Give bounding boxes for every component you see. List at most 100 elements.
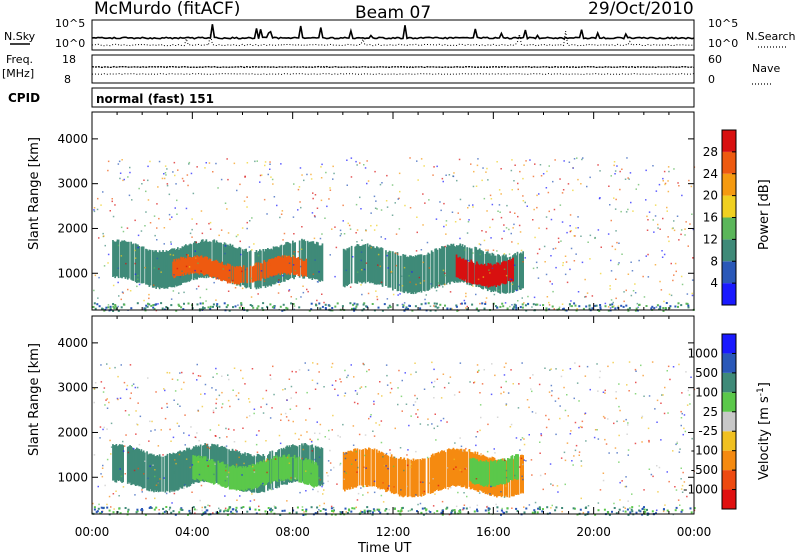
- scatter-echo: [614, 170, 617, 172]
- echo-cell: [465, 451, 467, 489]
- scatter-echo: [352, 256, 354, 258]
- ground-echo: [264, 510, 267, 513]
- scatter-echo: [547, 191, 550, 194]
- scatter-echo: [349, 228, 352, 230]
- scatter-echo: [253, 469, 255, 471]
- scatter-echo: [235, 284, 238, 286]
- ground-echo: [595, 304, 598, 307]
- ground-echo: [153, 308, 156, 310]
- ground-echo: [180, 508, 183, 511]
- echo-cell: [342, 451, 345, 490]
- scatter-echo: [170, 440, 172, 442]
- echo-cell: [516, 251, 519, 291]
- ground-echo: [188, 509, 191, 512]
- scatter-echo: [439, 201, 441, 203]
- scatter-echo: [502, 511, 504, 513]
- scatter-echo: [617, 263, 620, 266]
- scatter-echo: [118, 295, 120, 297]
- echo-cell: [316, 465, 319, 487]
- scatter-echo: [211, 274, 213, 277]
- ground-echo: [481, 302, 484, 305]
- cpid-panel: CPID normal (fast) 151: [8, 87, 695, 108]
- ground-echo: [458, 510, 461, 513]
- scatter-echo: [208, 245, 210, 248]
- scatter-echo: [514, 164, 516, 166]
- scatter-echo: [678, 363, 680, 366]
- scatter-echo: [288, 273, 291, 275]
- ground-echo: [622, 305, 625, 308]
- echo-cell: [132, 448, 135, 485]
- scatter-echo: [155, 484, 158, 486]
- ground-echo: [659, 307, 662, 310]
- scatter-echo: [481, 179, 483, 182]
- scatter-echo: [254, 263, 256, 265]
- scatter-echo: [668, 293, 671, 296]
- scatter-echo: [212, 409, 215, 412]
- scatter-echo: [259, 181, 261, 183]
- echo-cell: [211, 261, 213, 278]
- scatter-echo: [625, 418, 627, 421]
- echo-cell: [141, 246, 144, 284]
- ground-echo: [445, 507, 448, 510]
- scatter-echo: [476, 431, 479, 433]
- echo-cell: [128, 446, 130, 484]
- ground-echo: [215, 512, 218, 514]
- scatter-echo: [101, 475, 104, 478]
- scatter-echo: [551, 283, 553, 285]
- scatter-echo: [436, 425, 439, 427]
- scatter-echo: [189, 232, 192, 235]
- ground-echo: [231, 508, 234, 511]
- echo-cell: [259, 249, 261, 287]
- echo-cell: [278, 255, 280, 273]
- scatter-echo: [510, 423, 513, 426]
- scatter-echo: [383, 464, 386, 467]
- scatter-echo: [237, 398, 240, 401]
- echo-cell: [366, 449, 369, 487]
- scatter-echo: [426, 241, 429, 244]
- scatter-echo: [239, 240, 241, 243]
- scatter-echo: [179, 276, 181, 278]
- echo-cell: [493, 460, 495, 487]
- scatter-echo: [120, 364, 122, 366]
- scatter-echo: [505, 403, 508, 405]
- ground-echo: [123, 303, 126, 306]
- scatter-echo: [115, 490, 117, 492]
- scatter-echo: [586, 185, 588, 188]
- ground-echo: [136, 510, 139, 513]
- scatter-echo: [251, 493, 253, 495]
- scatter-echo: [642, 374, 644, 377]
- scatter-echo: [574, 449, 577, 452]
- echo-cell: [471, 457, 474, 484]
- scatter-echo: [228, 269, 231, 272]
- echo-cell: [366, 243, 369, 283]
- echo-cell: [265, 249, 268, 286]
- scatter-echo: [503, 374, 506, 376]
- scatter-echo: [681, 283, 684, 286]
- scatter-echo: [562, 262, 564, 264]
- ground-echo: [381, 309, 384, 312]
- scatter-echo: [197, 285, 200, 288]
- scatter-echo: [513, 264, 516, 266]
- echo-cell: [454, 449, 457, 487]
- scatter-echo: [377, 253, 380, 256]
- scatter-echo: [426, 456, 429, 459]
- scatter-echo: [691, 213, 693, 215]
- y-tick-label: 4000: [57, 336, 88, 350]
- colorbar-segment: [722, 372, 736, 393]
- echo-cell: [250, 466, 253, 490]
- ground-echo: [615, 512, 618, 515]
- scatter-echo: [367, 491, 369, 494]
- echo-cell: [277, 256, 279, 274]
- scatter-echo: [196, 379, 198, 381]
- scatter-echo: [428, 510, 430, 512]
- scatter-echo: [679, 448, 681, 450]
- scatter-echo: [319, 237, 322, 240]
- echo-cell: [478, 265, 480, 285]
- scatter-echo: [528, 504, 531, 506]
- ground-echo: [97, 507, 100, 510]
- echo-cell: [185, 451, 187, 486]
- scatter-echo: [550, 255, 552, 257]
- ground-echo: [274, 507, 277, 509]
- echo-cell: [285, 457, 288, 480]
- scatter-echo: [137, 467, 139, 470]
